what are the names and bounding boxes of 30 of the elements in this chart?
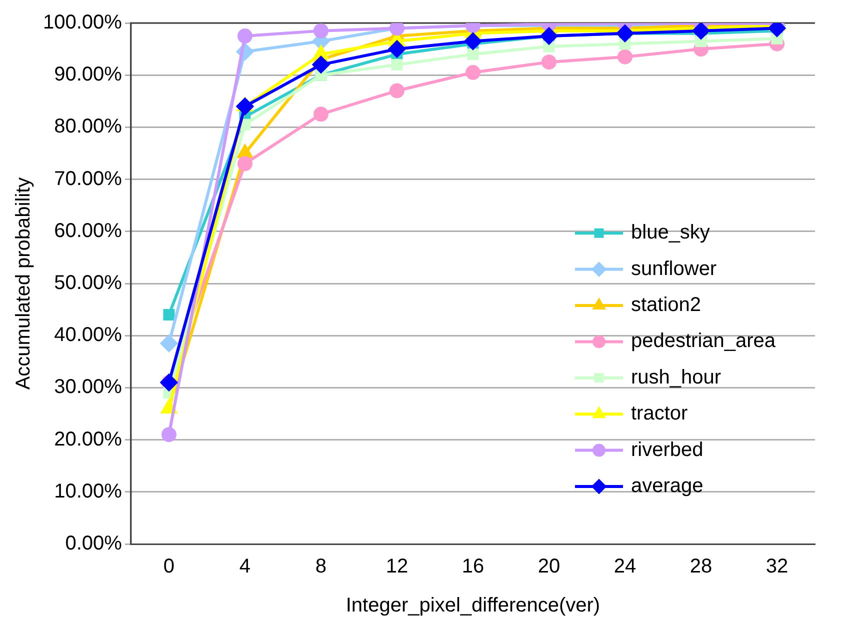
legend-label: tractor <box>631 402 688 425</box>
x-tick-label: 24 <box>614 556 636 578</box>
legend-label: rush_hour <box>631 366 722 388</box>
x-tick-label: 20 <box>538 556 560 578</box>
y-tick-label: 80.00% <box>54 116 122 138</box>
legend-label: sunflower <box>631 258 717 280</box>
legend-label: station2 <box>631 294 702 316</box>
legend-label: average <box>631 475 704 498</box>
y-tick-label: 30.00% <box>54 376 122 398</box>
y-tick-label: 20.00% <box>54 428 122 450</box>
x-tick-label: 12 <box>386 556 408 578</box>
y-tick-label: 10.00% <box>54 480 122 502</box>
legend-label: blue_sky <box>631 222 710 244</box>
legend-label: riverbed <box>631 438 704 461</box>
x-tick-label: 16 <box>462 556 484 578</box>
y-tick-label: 60.00% <box>54 220 122 242</box>
y-tick-label: 90.00% <box>54 64 122 86</box>
x-tick-label: 0 <box>163 556 175 578</box>
y-tick-label: 70.00% <box>54 168 122 190</box>
y-axis-title: Accumulated probability <box>12 177 35 390</box>
x-tick-label: 28 <box>690 556 712 578</box>
y-tick-label: 50.00% <box>54 272 122 294</box>
y-tick-label: 0.00% <box>65 532 122 555</box>
x-tick-label: 32 <box>766 556 788 578</box>
legend-label: pedestrian_area <box>631 330 776 352</box>
y-tick-label: 100.00% <box>42 12 122 34</box>
x-axis-title: Integer_pixel_difference(ver) <box>346 594 600 617</box>
x-tick-label: 8 <box>315 556 327 578</box>
y-tick-label: 40.00% <box>54 324 122 346</box>
x-tick-label: 4 <box>239 556 251 578</box>
